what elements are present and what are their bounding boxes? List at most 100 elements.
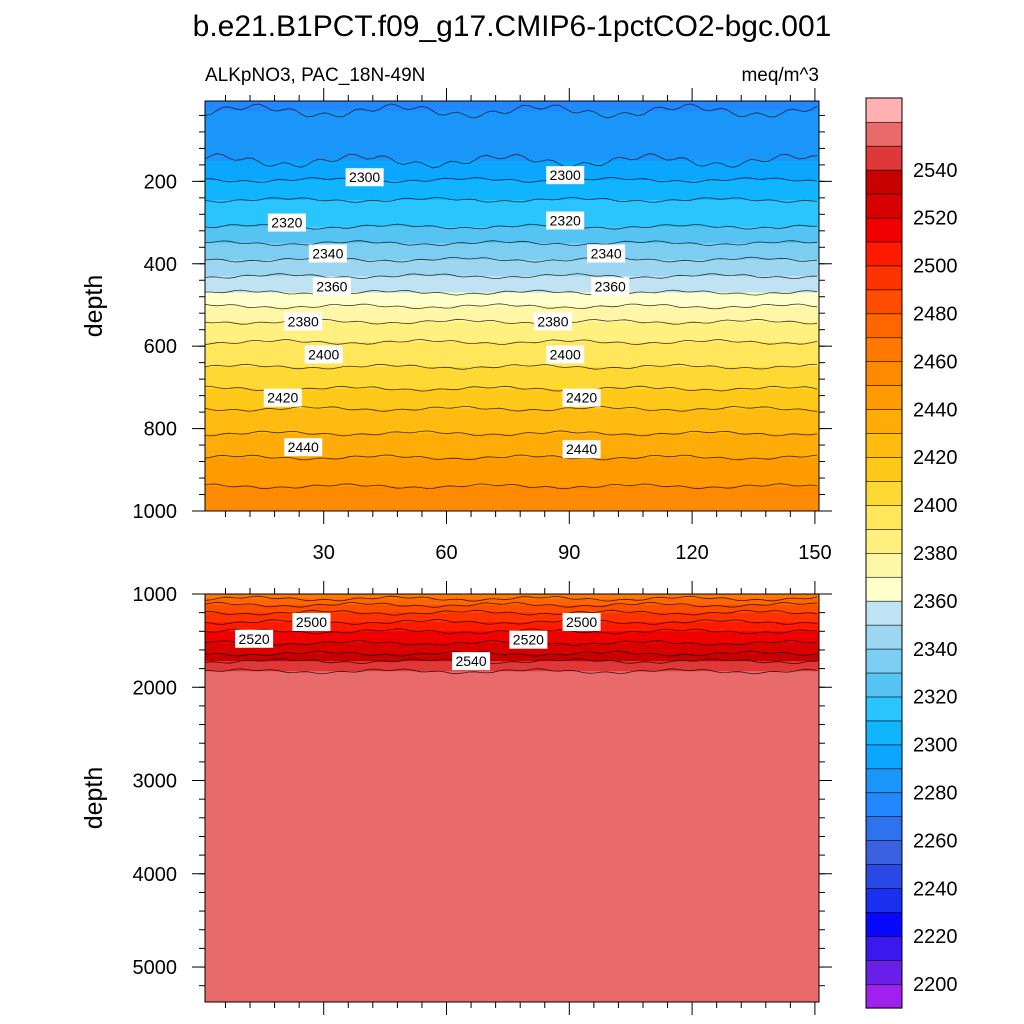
panel-frame <box>204 100 820 512</box>
colorbar-tick-label: 2220 <box>913 926 958 948</box>
contour-fill-band <box>205 612 819 623</box>
colorbar-swatch <box>865 696 903 722</box>
colorbar-swatch <box>865 480 903 506</box>
contour-fill-band <box>205 661 819 672</box>
colorbar-swatch <box>865 456 903 482</box>
contour-fill-band <box>205 306 819 323</box>
colorbar-tick-label: 2460 <box>913 351 958 373</box>
contour-line <box>205 650 818 657</box>
colorbar-swatch <box>865 145 903 171</box>
contour-label: 2340 <box>312 245 343 261</box>
panel-frame <box>204 593 820 1003</box>
contour-fill-band <box>205 160 819 181</box>
contour-line <box>205 483 818 490</box>
contour-line <box>205 601 818 608</box>
colorbar-swatch <box>865 792 903 818</box>
contour-line <box>205 339 818 346</box>
colorbar-swatch <box>865 887 903 913</box>
contour-line <box>205 609 818 616</box>
contour-label: 2500 <box>296 614 327 630</box>
contour-label-background <box>562 612 601 631</box>
y-tick-label: 1000 <box>133 584 178 606</box>
colorbar-swatch <box>865 935 903 961</box>
contour-label-background <box>284 312 323 331</box>
colorbar-swatch <box>865 289 903 315</box>
colorbar-swatch <box>865 624 903 650</box>
colorbar-swatch <box>865 361 903 386</box>
y-tick-label: 200 <box>144 171 177 193</box>
contour-line <box>205 223 818 230</box>
units-label: meq/m^3 <box>741 65 819 86</box>
colorbar-tick-label: 2240 <box>913 878 958 900</box>
colorbar-swatch <box>865 768 903 794</box>
contour-line <box>205 256 818 263</box>
contour-line <box>205 240 818 247</box>
contour-label: 2520 <box>513 632 544 648</box>
contour-label-background <box>533 312 572 331</box>
contour-label-background <box>587 244 626 263</box>
contour-fill-band <box>205 276 819 294</box>
lower-panel: 2500 2500 2520 2520 2540 1000 2000 3000 4000 5000 <box>133 581 832 1015</box>
contour-label: 2440 <box>288 439 319 455</box>
contour-label-background <box>308 244 347 263</box>
variable-label: ALKpNO3, PAC_18N-49N <box>205 65 425 86</box>
colorbar-swatch <box>865 528 903 554</box>
colorbar-frame <box>865 97 903 1009</box>
contour-label-background <box>263 388 302 407</box>
contour-fill-band <box>205 671 819 1002</box>
y-tick-label: 5000 <box>133 957 178 979</box>
colorbar-tick-label: 2260 <box>913 830 958 852</box>
contour-label: 2340 <box>591 245 622 261</box>
colorbar-swatch <box>865 576 903 602</box>
y-tick-label: 1000 <box>133 501 178 523</box>
contour-fill-band <box>205 653 819 662</box>
contour-line <box>205 177 818 183</box>
contour-label-background <box>312 277 351 296</box>
upper-y-axis-label: depth <box>80 275 108 338</box>
colorbar-swatch <box>865 193 903 219</box>
colorbar-swatch <box>865 720 903 746</box>
contour-line <box>205 196 818 203</box>
contour-label-background <box>562 440 601 459</box>
x-tick-label: 30 <box>313 542 335 564</box>
contour-label: 2420 <box>267 390 298 406</box>
contour-fill-band <box>205 457 819 487</box>
contour-line <box>205 405 818 412</box>
contour-label: 2440 <box>566 441 597 457</box>
contour-line <box>205 289 818 296</box>
colorbar-tick-label: 2400 <box>913 495 958 517</box>
chart-title: b.e21.B1PCT.f09_g17.CMIP6-1pctCO2-bgc.00… <box>193 10 832 43</box>
contour-fill-band <box>205 342 819 368</box>
contour-fill-band <box>205 366 819 390</box>
contour-line <box>205 430 818 437</box>
contour-label: 2300 <box>550 167 581 183</box>
colorbar-swatch <box>865 744 903 770</box>
colorbar-swatch <box>865 816 903 841</box>
y-tick-label: 3000 <box>133 771 178 793</box>
contour-label-background <box>546 211 585 230</box>
x-tick-label: 90 <box>558 542 580 564</box>
x-tick-label: 150 <box>798 542 831 564</box>
contour-label: 2320 <box>271 215 302 231</box>
contour-fill-band <box>205 486 819 511</box>
contour-line <box>205 385 818 392</box>
y-tick-label: 4000 <box>133 864 178 886</box>
colorbar-tick-label: 2360 <box>913 591 958 613</box>
colorbar-tick-label: 2500 <box>913 256 958 278</box>
y-tick-label: 2000 <box>133 677 178 699</box>
colorbar-swatch <box>865 241 903 267</box>
colorbar-tick-label: 2540 <box>913 160 958 182</box>
contour-label: 2300 <box>349 169 380 185</box>
y-tick-label: 400 <box>144 254 177 276</box>
contour-fill-band <box>205 110 819 162</box>
contour-label: 2400 <box>550 346 581 362</box>
colorbar-swatch <box>865 97 903 123</box>
contour-fill-band <box>205 604 819 614</box>
colorbar-swatch <box>865 552 903 578</box>
contour-label: 2360 <box>316 278 347 294</box>
colorbar-tick-label: 2340 <box>913 639 958 661</box>
x-tick-label: 120 <box>675 542 708 564</box>
contour-line <box>205 153 818 169</box>
colorbar-swatch <box>865 672 903 698</box>
